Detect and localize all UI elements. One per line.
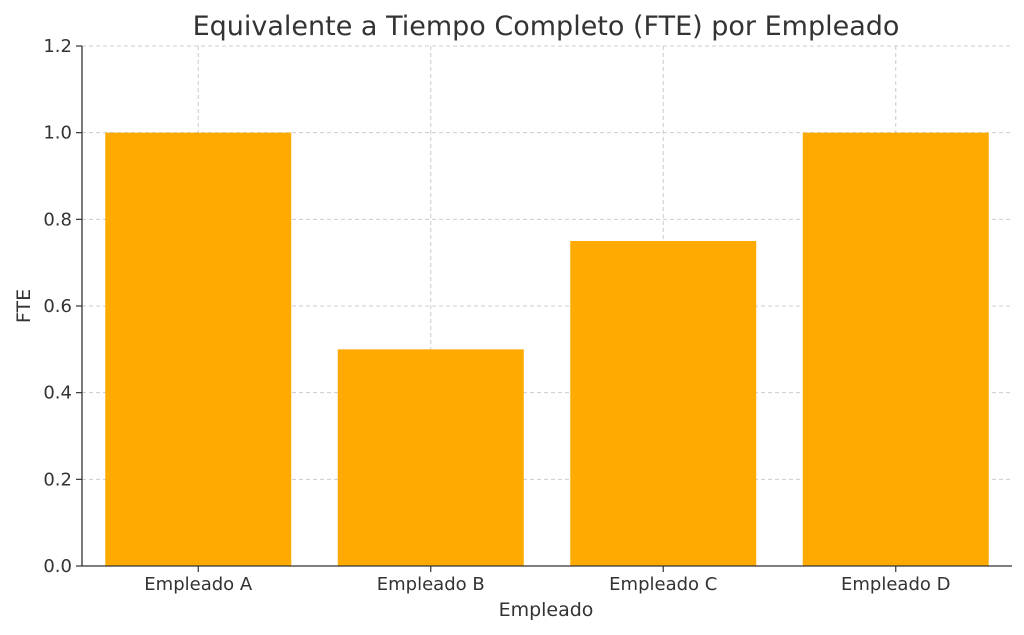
x-tick-label: Empleado D xyxy=(841,574,950,595)
bar-4 xyxy=(802,132,989,566)
x-tick-label: Empleado B xyxy=(377,574,485,595)
y-tick-label: 0.4 xyxy=(43,383,72,404)
y-tick-label: 0.8 xyxy=(43,209,72,230)
bar-2 xyxy=(337,349,524,566)
y-tick-label: 0.0 xyxy=(43,556,72,577)
y-tick-label: 1.2 xyxy=(43,36,72,57)
x-tick-label: Empleado C xyxy=(609,574,717,595)
ticks: 0.0 0.2 0.4 0.6 0.8 1.0 1.2 Empleado A Empleado … xyxy=(43,36,950,595)
bar-3 xyxy=(570,241,757,566)
y-tick-label: 0.6 xyxy=(43,296,72,317)
y-axis-label: FTE xyxy=(13,289,35,323)
y-tick-label: 1.0 xyxy=(43,123,72,144)
bar-1 xyxy=(105,132,292,566)
x-axis-label: Empleado xyxy=(499,599,594,621)
chart-title: Equivalente a Tiempo Completo (FTE) por … xyxy=(193,11,900,42)
x-tick-label: Empleado A xyxy=(144,574,253,595)
y-tick-label: 0.2 xyxy=(43,469,72,490)
bars xyxy=(105,132,989,566)
